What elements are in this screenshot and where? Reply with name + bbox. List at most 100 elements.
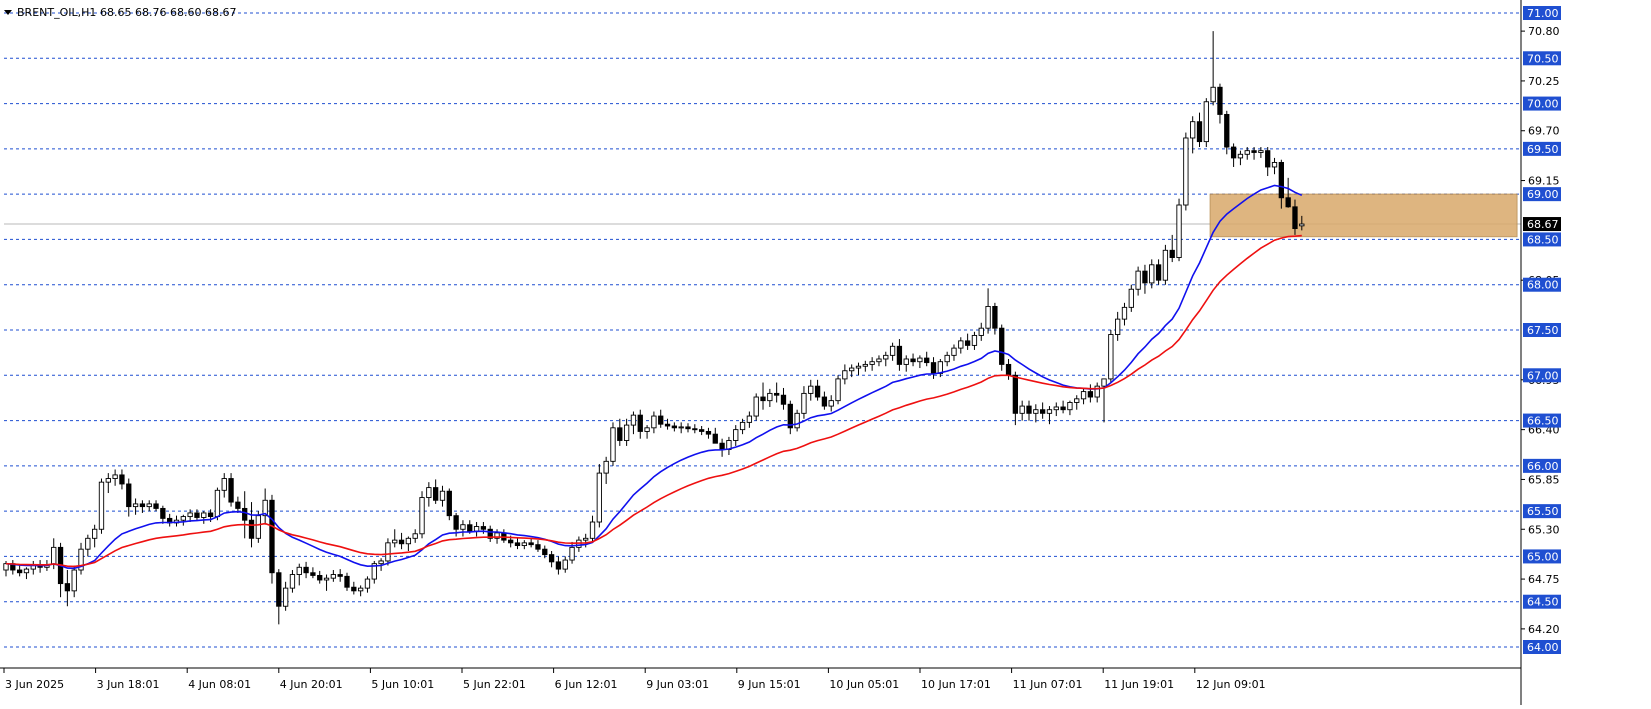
candle-up (51, 546, 57, 566)
candle-down (698, 429, 705, 432)
candle-down (194, 512, 200, 518)
candle-down (480, 526, 487, 530)
candle-up (1183, 137, 1189, 206)
chart-header: BRENT_OIL,H1 68.65 68.76 68.60 68.67 (4, 6, 236, 19)
candle-down (207, 512, 214, 518)
candle-down (446, 490, 452, 517)
candle-up (1271, 161, 1278, 168)
candle-down (685, 426, 691, 430)
candle-down (658, 415, 664, 425)
candle-up (378, 560, 384, 565)
candle-down (774, 392, 780, 396)
candle-down (719, 442, 725, 451)
candle-up (849, 367, 855, 372)
candle-down (1026, 405, 1032, 414)
candle-up (623, 424, 630, 441)
level-price-label: 70.50 (1527, 52, 1559, 65)
candle-up (221, 478, 227, 491)
candle-down (16, 569, 23, 574)
candle-up (562, 559, 568, 570)
candle-down (664, 423, 671, 427)
candle-down (248, 519, 255, 539)
candle-up (739, 421, 746, 431)
candle-up (405, 537, 412, 545)
time-tick-label: 5 Jun 22:01 (463, 678, 526, 691)
level-price-label: 67.00 (1527, 369, 1559, 382)
candle-down (514, 542, 521, 547)
time-tick-label: 11 Jun 07:01 (1013, 678, 1083, 691)
time-axis: 3 Jun 2025 3 Jun 18:01 4 Jun 08:01 4 Jun 20… (3, 668, 1266, 691)
candle-up (903, 358, 909, 365)
candle-up (644, 427, 650, 432)
candle-down (269, 499, 275, 574)
candle-up (596, 472, 602, 523)
level-price-badge (1523, 368, 1561, 383)
candle-up (1210, 86, 1216, 103)
candle-up (589, 521, 596, 539)
dropdown-triangle-icon[interactable] (4, 10, 12, 15)
level-price-badge (1523, 458, 1561, 473)
level-price-badge (1523, 141, 1561, 156)
candle-up (876, 358, 882, 363)
time-tick-label: 11 Jun 19:01 (1104, 678, 1174, 691)
time-tick-label: 10 Jun 17:01 (921, 678, 991, 691)
candle-up (1121, 306, 1128, 320)
candle-up (371, 563, 377, 580)
candle-down (242, 507, 248, 521)
candle-up (323, 577, 330, 581)
candle-up (296, 566, 302, 575)
candle-down (542, 548, 548, 556)
level-price-badge (1523, 413, 1561, 428)
level-price-label: 65.00 (1527, 550, 1559, 563)
level-price-badge (1523, 640, 1561, 654)
candle-up (364, 578, 371, 589)
candle-down (351, 586, 357, 592)
candle-down (1060, 406, 1066, 411)
candle-down (1012, 374, 1019, 414)
candle-up (419, 497, 425, 535)
time-tick-label: 4 Jun 08:01 (188, 678, 251, 691)
candle-up (801, 392, 807, 414)
candle-up (958, 340, 964, 349)
candle-down (433, 487, 439, 501)
candle-up (1162, 249, 1169, 281)
candle-up (610, 427, 616, 462)
candle-up (1080, 391, 1087, 400)
candle-up (855, 365, 862, 369)
candle-up (835, 378, 841, 402)
time-tick-label: 3 Jun 18:01 (97, 678, 160, 691)
candle-down (139, 503, 146, 508)
candle-up (392, 539, 398, 544)
candle-up (630, 414, 637, 426)
candle-up (1258, 150, 1264, 153)
candle-up (1115, 318, 1121, 335)
candle-down (344, 575, 350, 588)
candle-up (23, 568, 30, 574)
candle-down (964, 340, 971, 346)
candle-down (508, 539, 514, 544)
time-tick-label: 4 Jun 20:01 (280, 678, 343, 691)
time-tick-label: 3 Jun 2025 (5, 678, 64, 691)
zone-rect (1209, 193, 1518, 238)
candle-up (1094, 385, 1100, 398)
candle-down (119, 474, 125, 485)
candle-down (705, 430, 712, 435)
candle-up (1135, 270, 1141, 290)
level-price-label: 68.00 (1527, 279, 1559, 292)
level-price-label: 64.50 (1527, 596, 1559, 609)
candle-up (282, 587, 289, 607)
resistance-zone (1209, 193, 1518, 238)
price-tick-label: 69.15 (1528, 175, 1560, 188)
candle-up (808, 385, 814, 394)
level-price-badge (1523, 232, 1561, 247)
candle-up (255, 515, 261, 539)
level-price-label: 70.00 (1527, 98, 1559, 111)
candle-up (944, 354, 950, 363)
level-price-label: 69.50 (1527, 143, 1559, 156)
level-price-badge (1523, 504, 1561, 519)
time-tick-label: 10 Jun 05:01 (829, 678, 899, 691)
candle-up (569, 546, 575, 561)
price-tick-label: 70.25 (1528, 75, 1560, 88)
